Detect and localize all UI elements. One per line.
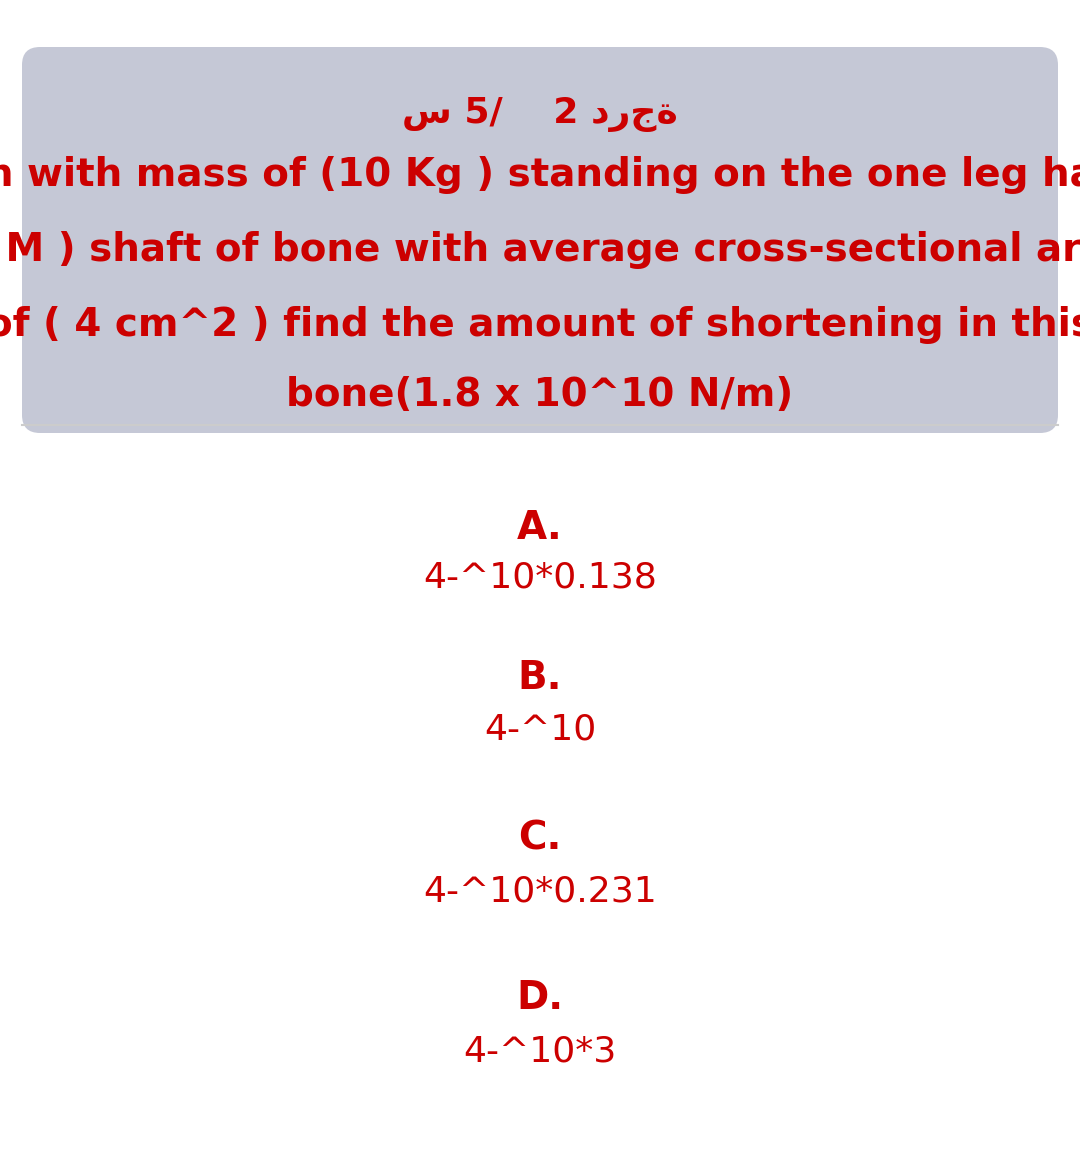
FancyBboxPatch shape xyxy=(22,47,1058,433)
Text: A.: A. xyxy=(517,510,563,547)
Text: of ( 4 cm^2 ) find the amount of shortening in this: of ( 4 cm^2 ) find the amount of shorten… xyxy=(0,306,1080,344)
Text: bone(1.8 x 10^10 N/m): bone(1.8 x 10^10 N/m) xyxy=(286,376,794,414)
Text: 4-^10: 4-^10 xyxy=(484,713,596,747)
Text: Man with mass of (10 Kg ) standing on the one leg has a: Man with mass of (10 Kg ) standing on th… xyxy=(0,156,1080,194)
Text: 4-^10*3: 4-^10*3 xyxy=(463,1035,617,1070)
Text: 4-^10*0.231: 4-^10*0.231 xyxy=(423,875,657,909)
Text: 4-^10*0.138: 4-^10*0.138 xyxy=(423,561,657,595)
Text: C.: C. xyxy=(518,819,562,857)
Text: D.: D. xyxy=(516,979,564,1017)
Text: B.: B. xyxy=(517,659,563,697)
Text: (1 M ) shaft of bone with average cross-sectional area: (1 M ) shaft of bone with average cross-… xyxy=(0,231,1080,269)
Text: س 5/    2 درجة: س 5/ 2 درجة xyxy=(402,97,678,133)
